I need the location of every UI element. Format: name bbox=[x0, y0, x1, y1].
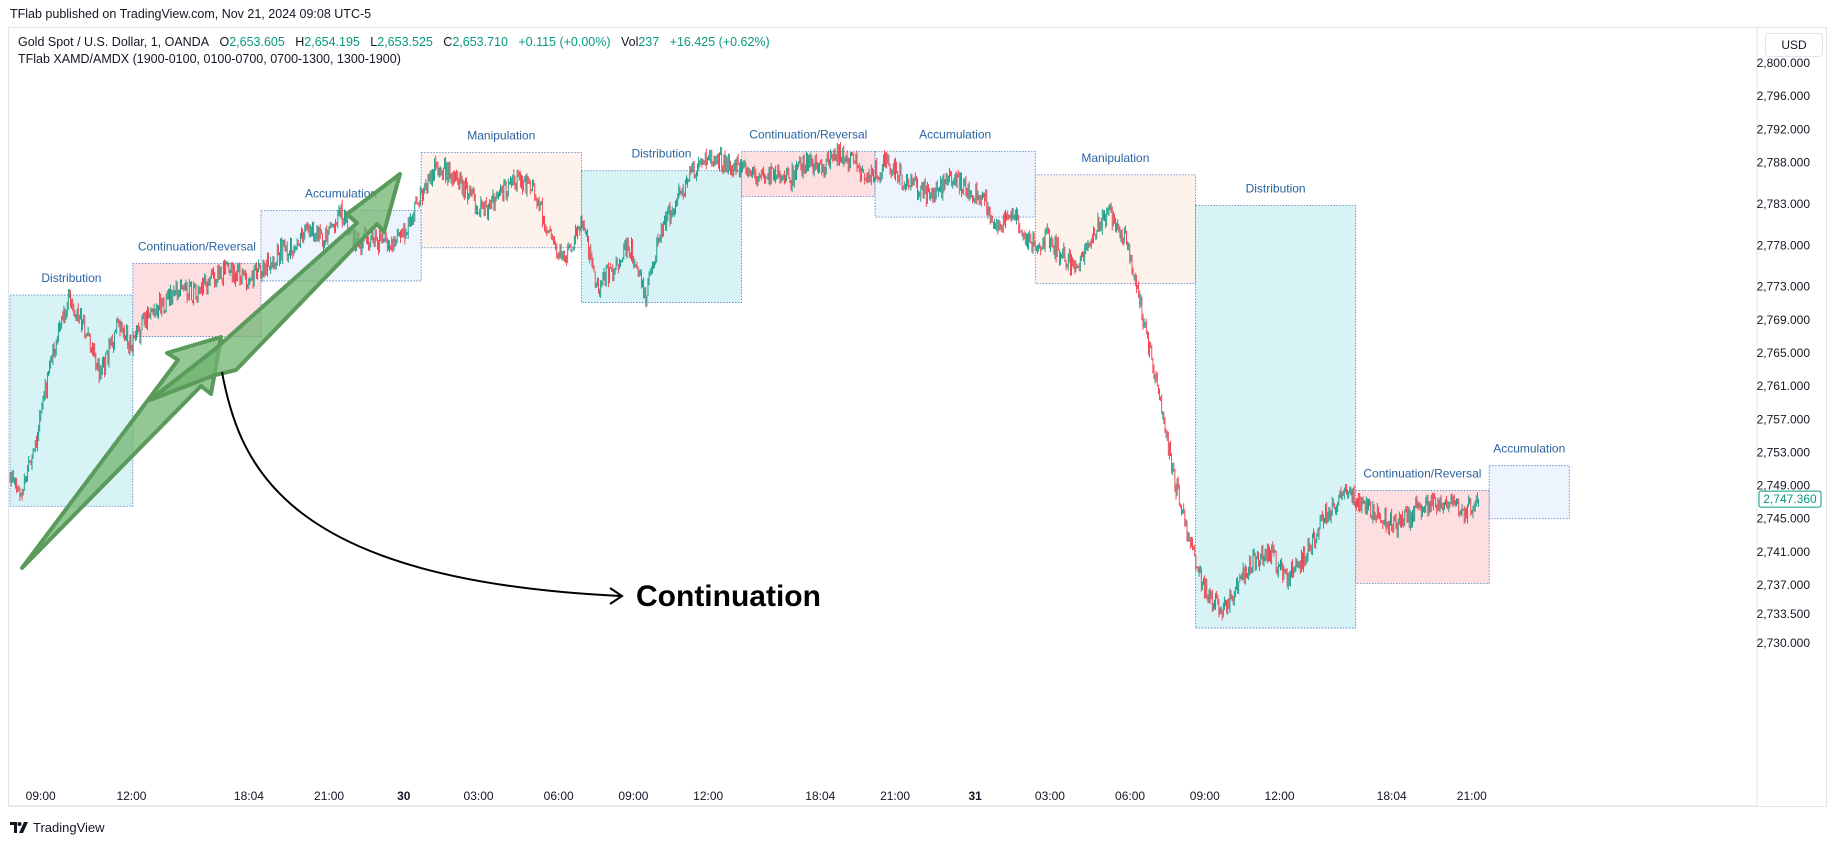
zone-box-accumulation bbox=[1488, 465, 1570, 520]
zone-label: Manipulation bbox=[1081, 151, 1149, 165]
zone-label: Accumulation bbox=[305, 186, 377, 200]
time-tick-label: 18:04 bbox=[1377, 789, 1407, 803]
zone-label: Distribution bbox=[41, 271, 101, 285]
last-price-box bbox=[1758, 490, 1822, 508]
time-tick-label: 18:04 bbox=[805, 789, 835, 803]
open-value: 2,653.605 bbox=[229, 35, 285, 49]
zone-box-continuation bbox=[1355, 490, 1490, 584]
zone-label: Distribution bbox=[1246, 182, 1306, 196]
time-axis[interactable]: 09:00 12:00 18:04 21:00 30 03:00 06:00 09:00 12:… bbox=[26, 789, 1487, 803]
price-tick-label: 2,749.000 bbox=[1757, 479, 1811, 493]
curved-arrow bbox=[221, 371, 621, 597]
last-price-value: 2,747.360 bbox=[1763, 492, 1817, 506]
ohlc-row: Gold Spot / U.S. Dollar, 1, OANDA O2,653… bbox=[18, 34, 770, 51]
price-tick-label: 2,765.000 bbox=[1757, 346, 1811, 360]
price-tick-label: 2,730.000 bbox=[1757, 636, 1811, 650]
price-tick-label: 2,800.000 bbox=[1757, 56, 1811, 70]
price-tick-label: 2,737.000 bbox=[1757, 578, 1811, 592]
time-tick-label: 21:00 bbox=[314, 789, 344, 803]
open-label: O bbox=[219, 35, 230, 49]
price-tick-label: 2,788.000 bbox=[1757, 155, 1811, 169]
candles-layer bbox=[9, 141, 1479, 621]
time-tick-label: 09:00 bbox=[26, 789, 56, 803]
high-label: H bbox=[295, 35, 305, 49]
price-tick-label: 2,796.000 bbox=[1757, 89, 1811, 103]
publisher-line: TFlab published on TradingView.com, Nov … bbox=[10, 7, 372, 21]
vol-value: 237 bbox=[638, 35, 660, 49]
last-price-tag: 2,747.360 bbox=[1758, 490, 1822, 508]
zone-label: Continuation/Reversal bbox=[1363, 467, 1481, 481]
low-label: L bbox=[370, 35, 378, 49]
zone-label: Distribution bbox=[631, 147, 691, 161]
footer-brand-label: TradingView bbox=[33, 820, 105, 835]
continuation-annotation: Continuation bbox=[636, 580, 821, 613]
close-value: 2,653.710 bbox=[452, 35, 508, 49]
close-label: C bbox=[443, 35, 453, 49]
time-tick-label: 31 bbox=[969, 789, 983, 803]
price-tick-label: 2,761.000 bbox=[1757, 379, 1811, 393]
time-tick-label: 09:00 bbox=[1190, 789, 1220, 803]
time-tick-label: 12:00 bbox=[693, 789, 723, 803]
time-tick-label: 09:00 bbox=[618, 789, 648, 803]
time-tick-label: 03:00 bbox=[464, 789, 494, 803]
long-arrow bbox=[20, 335, 223, 570]
footer-brand: TradingView bbox=[10, 820, 105, 835]
symbol-name[interactable]: Gold Spot / U.S. Dollar, 1, OANDA bbox=[18, 35, 210, 49]
price-tick-label: 2,741.000 bbox=[1757, 545, 1811, 559]
zone-label: Continuation/Reversal bbox=[749, 128, 867, 142]
zone-label: Accumulation bbox=[1493, 442, 1565, 456]
time-tick-label: 03:00 bbox=[1035, 789, 1065, 803]
tradingview-logo-icon bbox=[10, 822, 28, 833]
price-tick-label: 2,757.000 bbox=[1757, 412, 1811, 426]
change-value: +0.115 (+0.00%) bbox=[518, 35, 611, 49]
price-tick-label: 2,792.000 bbox=[1757, 122, 1811, 136]
time-tick-label: 06:00 bbox=[544, 789, 574, 803]
indicator-name[interactable]: TFlab XAMD/AMDX (1900-0100, 0100-0700, 0… bbox=[18, 52, 401, 66]
zone-label: Manipulation bbox=[467, 128, 535, 142]
up-arrow bbox=[148, 172, 402, 402]
time-tick-label: 30 bbox=[397, 789, 411, 803]
time-tick-label: 12:00 bbox=[116, 789, 146, 803]
high-value: 2,654.195 bbox=[304, 35, 360, 49]
zone-box-distribution bbox=[1195, 205, 1357, 629]
price-tick-label: 2,773.000 bbox=[1757, 280, 1811, 294]
price-tick-label: 2,733.500 bbox=[1757, 607, 1811, 621]
zone-label: Continuation/Reversal bbox=[138, 240, 256, 254]
price-axis[interactable]: 2,800.000 2,796.000 2,792.000 2,788.000 2,78… bbox=[1757, 56, 1811, 650]
price-tick-label: 2,753.000 bbox=[1757, 445, 1811, 459]
currency-button[interactable]: USD bbox=[1765, 33, 1823, 57]
time-tick-label: 21:00 bbox=[1457, 789, 1487, 803]
price-tick-label: 2,778.000 bbox=[1757, 238, 1811, 252]
time-tick-label: 18:04 bbox=[234, 789, 264, 803]
low-value: 2,653.525 bbox=[377, 35, 433, 49]
time-tick-label: 06:00 bbox=[1115, 789, 1145, 803]
chart-legend: Gold Spot / U.S. Dollar, 1, OANDA O2,653… bbox=[18, 34, 770, 68]
price-tick-label: 2,745.000 bbox=[1757, 512, 1811, 526]
vol-label: Vol bbox=[620, 35, 639, 49]
price-tick-label: 2,783.000 bbox=[1757, 197, 1811, 211]
zones-layer: Distribution Continuation/Reversal Accumul… bbox=[9, 128, 1570, 629]
time-tick-label: 12:00 bbox=[1265, 789, 1295, 803]
arrows-layer bbox=[20, 172, 624, 605]
time-tick-label: 21:00 bbox=[880, 789, 910, 803]
vol-change-value: +16.425 (+0.62%) bbox=[669, 35, 770, 49]
curved-arrow-head bbox=[609, 587, 624, 605]
zone-label: Accumulation bbox=[919, 128, 991, 142]
price-tick-label: 2,769.000 bbox=[1757, 313, 1811, 327]
